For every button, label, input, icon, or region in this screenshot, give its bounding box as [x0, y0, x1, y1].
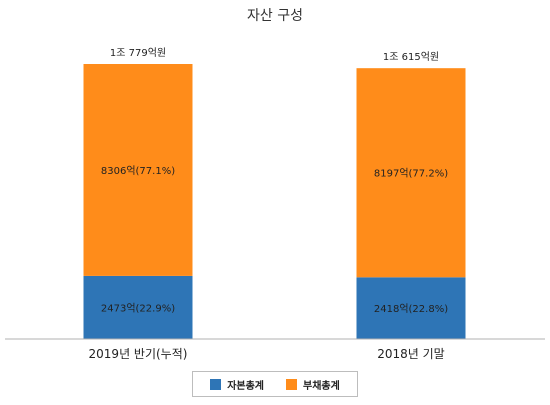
- bar-label-liabilities-1: 8197억(77.2%): [374, 168, 448, 180]
- bars-group: 2473억(22.9%) 8306억(77.1%) 1조 779억원 2019년 반기…: [83, 47, 466, 361]
- chart-title: 자산 구성: [247, 8, 303, 24]
- legend-item-liabilities: 부채총계: [286, 377, 340, 392]
- bar-segment-equity-0: [83, 275, 193, 339]
- bar-segment-equity-1: [356, 277, 466, 339]
- bar-label-liabilities-0: 8306억(77.1%): [101, 165, 175, 177]
- legend: 자본총계 부채총계: [192, 371, 358, 397]
- bar-total-label-1: 1조 615억원: [383, 51, 439, 63]
- x-tick-label-1: 2018년 기말: [377, 347, 444, 361]
- bar-segment-liabilities-1: [356, 68, 466, 278]
- legend-swatch-equity: [210, 378, 222, 390]
- bar-total-label-0: 1조 779억원: [110, 47, 166, 59]
- legend-label-equity: 자본총계: [227, 380, 264, 392]
- legend-label-liabilities: 부채총계: [303, 380, 340, 392]
- x-tick-label-0: 2019년 반기(누적): [89, 347, 188, 361]
- legend-swatch-liabilities: [286, 378, 297, 390]
- bar-label-equity-0: 2473억(22.9%): [101, 302, 175, 314]
- legend-item-equity: 자본총계: [210, 377, 264, 392]
- bar-segment-liabilities-0: [83, 64, 193, 276]
- bar-label-equity-1: 2418억(22.8%): [374, 303, 448, 315]
